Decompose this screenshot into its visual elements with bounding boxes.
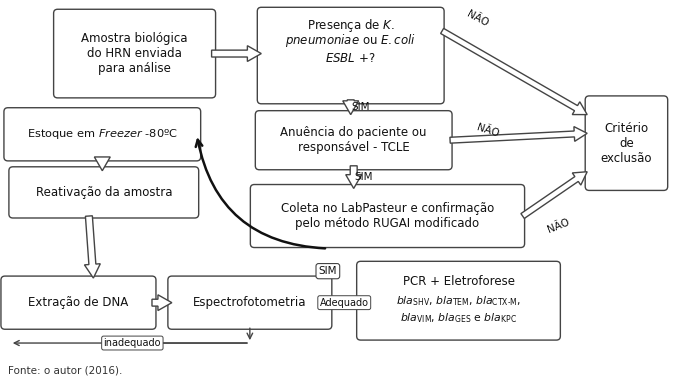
FancyBboxPatch shape [585,96,667,190]
Text: Adequado: Adequado [320,298,369,308]
FancyBboxPatch shape [4,108,201,161]
FancyBboxPatch shape [255,111,452,170]
FancyBboxPatch shape [257,7,444,104]
Text: Amostra biológica
do HRN enviada
para análise: Amostra biológica do HRN enviada para an… [81,32,188,75]
Text: Espectrofotometria: Espectrofotometria [193,296,307,309]
Polygon shape [441,28,587,114]
Polygon shape [346,166,362,188]
Text: $\it{bla}_{\mathsf{VIM}}$, $\it{bla}_{\mathsf{GES}}$ e $\it{bla}_{\mathsf{KPC}}$: $\it{bla}_{\mathsf{VIM}}$, $\it{bla}_{\m… [400,312,517,325]
Text: Coleta no LabPasteur e confirmação
pelo método RUGAI modificado: Coleta no LabPasteur e confirmação pelo … [281,202,494,230]
Text: NÃO: NÃO [465,9,490,29]
Polygon shape [94,157,110,171]
FancyBboxPatch shape [251,185,525,247]
Text: Extração de DNA: Extração de DNA [29,296,128,309]
Text: Anuência do paciente ou
responsável - TCLE: Anuência do paciente ou responsável - TC… [280,126,427,154]
FancyBboxPatch shape [1,276,156,329]
FancyBboxPatch shape [356,261,560,340]
Text: NÃO: NÃO [475,122,500,139]
Polygon shape [152,295,172,310]
Polygon shape [212,46,261,61]
Polygon shape [450,127,587,143]
Text: PCR + Eletroforese: PCR + Eletroforese [403,274,515,288]
FancyBboxPatch shape [54,9,215,98]
Text: $\it{pneumoniae}$ ou $\it{E. coli}$: $\it{pneumoniae}$ ou $\it{E. coli}$ [285,32,416,49]
Text: NÃO: NÃO [546,217,571,235]
FancyBboxPatch shape [168,276,332,329]
Text: $\it{bla}_{\mathsf{SHV}}$, $\it{bla}_{\mathsf{TEM}}$, $\it{bla}_{\mathsf{CTX\tex: $\it{bla}_{\mathsf{SHV}}$, $\it{bla}_{\m… [396,294,521,308]
Text: inadequado: inadequado [104,338,161,348]
Polygon shape [521,172,587,218]
Polygon shape [343,100,359,114]
Polygon shape [84,216,100,278]
Text: SIM: SIM [318,266,337,276]
Text: Presença de $\it{K.}$: Presença de $\it{K.}$ [307,17,394,33]
Text: Fonte: o autor (2016).: Fonte: o autor (2016). [8,366,122,376]
Text: SIM: SIM [352,102,370,112]
Text: Critério
de
exclusão: Critério de exclusão [601,122,653,164]
Text: $\it{ESBL}$ +?: $\it{ESBL}$ +? [325,52,376,65]
Text: Reativação da amostra: Reativação da amostra [35,186,172,199]
Text: Estoque em $\it{Freezer}$ -80ºC: Estoque em $\it{Freezer}$ -80ºC [26,127,178,141]
Text: SIM: SIM [354,172,373,182]
FancyBboxPatch shape [9,167,199,218]
